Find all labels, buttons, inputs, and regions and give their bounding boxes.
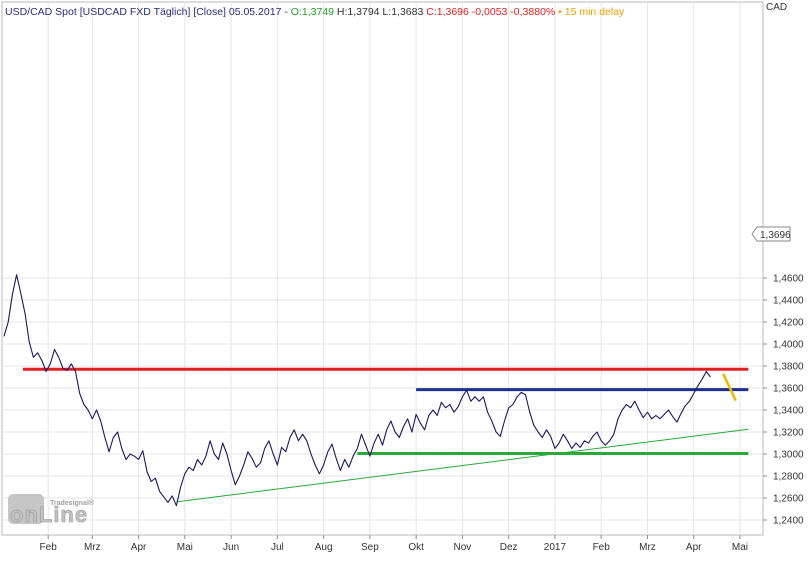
header-instrument: USD/CAD Spot [USDCAD FXD Täglich] [Close… [5, 6, 291, 18]
x-tick-label: Jul [271, 542, 284, 553]
x-tick-label: Mrz [84, 542, 101, 553]
x-tick-label: Apr [686, 542, 702, 553]
logo-sub: Tradesignal® [50, 499, 95, 507]
x-tick-label: Jun [223, 542, 239, 553]
x-tick-label: Sep [361, 542, 379, 553]
header-low: L:1,3683 [380, 6, 424, 18]
price-line [3, 274, 711, 507]
x-tick-label: Nov [454, 542, 472, 553]
header-text: USD/CAD Spot [USDCAD FXD Täglich] [Close… [5, 6, 625, 18]
y-tick-label: 1,4000 [773, 340, 804, 351]
x-axis: Feb Mrz Apr Mai Jun Jul Aug Sep Okt Nov Dez 2017 Feb… [40, 535, 748, 553]
header-delay: • 15 min delay [555, 6, 625, 18]
x-tick-label: Dez [500, 542, 518, 553]
x-tick-label: Apr [131, 542, 147, 553]
last-price-badge: 1,3696 [751, 226, 791, 242]
y-tick-label: 1,3400 [773, 406, 804, 417]
drawing-layer [22, 367, 749, 503]
y-axis: 1,2400 1,2600 1,2800 1,3000 1,3200 1,3400 1,36… [763, 274, 804, 527]
logo-brand: onLine [10, 502, 88, 527]
last-price-label: 1,3696 [760, 230, 791, 241]
plot-area [1, 1, 764, 536]
y-tick-label: 1,2800 [773, 472, 804, 483]
x-tick-label: Feb [40, 542, 58, 553]
y-tick-label: 1,2400 [773, 516, 804, 527]
price-series [3, 274, 711, 507]
x-tick-label: Okt [408, 542, 424, 553]
header-close: C:1,3696 -0,0053 -0,3880% [423, 6, 555, 18]
y-tick-label: 1,4200 [773, 318, 804, 329]
trend-line [176, 428, 749, 503]
x-tick-label: Mrz [639, 542, 656, 553]
y-tick-label: 1,4400 [773, 296, 804, 307]
tradesignal-logo: onLine Tradesignal® [8, 494, 95, 527]
x-tick-label: Feb [593, 542, 611, 553]
header-high: H:1,3794 [334, 6, 380, 18]
y-tick-label: 1,3800 [773, 362, 804, 373]
y-tick-label: 1,2600 [773, 494, 804, 505]
projection-arrow [722, 373, 737, 402]
header-open: O:1,3749 [291, 6, 334, 18]
x-tick-label: 2017 [544, 542, 567, 553]
x-tick-label: Aug [315, 542, 333, 553]
y-tick-label: 1,3200 [773, 428, 804, 439]
y-tick-label: 1,4600 [773, 274, 804, 285]
x-tick-label: Mai [732, 542, 748, 553]
x-tick-label: Mai [177, 542, 193, 553]
logo-background [8, 494, 44, 524]
y-tick-label: 1,3600 [773, 384, 804, 395]
y-tick-label: 1,3000 [773, 450, 804, 461]
currency-label: CAD [766, 2, 787, 13]
grid [2, 2, 763, 535]
